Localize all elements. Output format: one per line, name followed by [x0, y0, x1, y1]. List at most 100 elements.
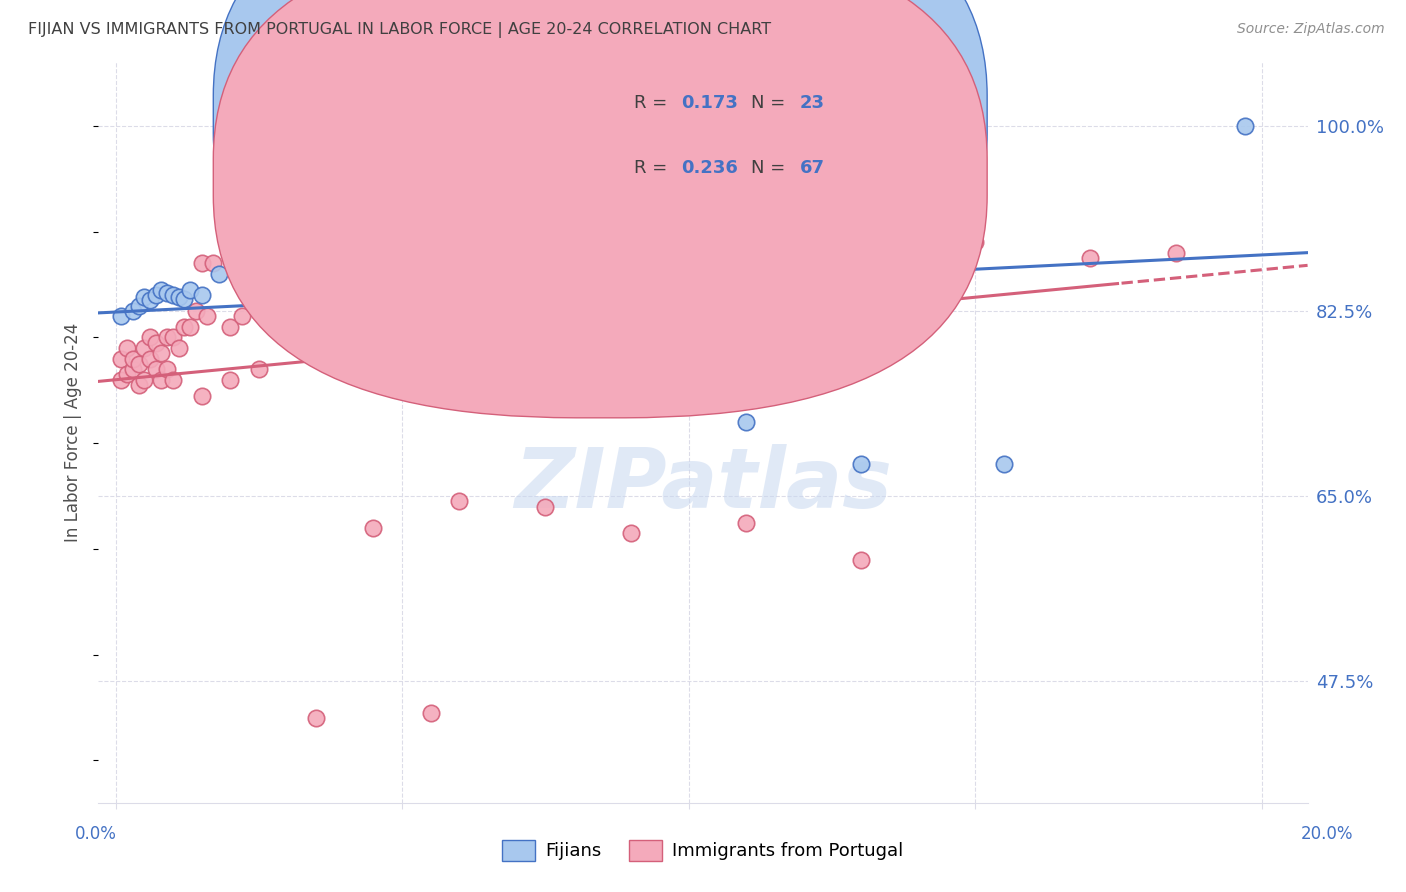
Point [145, 362, 167, 376]
Point [110, 351, 132, 366]
Point [190, 256, 212, 270]
Point [965, 235, 987, 250]
Point [242, 277, 264, 292]
Point [333, 319, 356, 334]
Point [145, 288, 167, 302]
Text: FIJIAN VS IMMIGRANTS FROM PORTUGAL IN LABOR FORCE | AGE 20-24 CORRELATION CHART: FIJIAN VS IMMIGRANTS FROM PORTUGAL IN LA… [28, 22, 772, 38]
Point [134, 290, 156, 304]
Point [208, 267, 231, 281]
Point [195, 310, 218, 324]
Text: R =: R = [634, 160, 673, 178]
Point [849, 458, 872, 472]
Point [792, 256, 814, 270]
Point [849, 552, 872, 566]
Point [264, 299, 287, 313]
Point [179, 283, 201, 297]
Text: ZIPatlas: ZIPatlas [515, 444, 891, 525]
Point [162, 373, 184, 387]
FancyBboxPatch shape [214, 0, 987, 417]
Point [735, 516, 758, 530]
Point [156, 330, 179, 344]
Point [620, 293, 643, 308]
Point [190, 389, 212, 403]
Point [150, 346, 173, 360]
Text: 0.0%: 0.0% [75, 825, 117, 843]
Point [562, 288, 585, 302]
Point [190, 288, 212, 302]
Text: R =: R = [634, 95, 673, 112]
Point [374, 310, 396, 324]
Point [247, 267, 270, 281]
Point [219, 319, 242, 334]
Point [110, 373, 132, 387]
Text: 20.0%: 20.0% [1301, 825, 1354, 843]
Point [592, 267, 614, 281]
Point [145, 335, 167, 350]
Point [139, 351, 162, 366]
Point [139, 330, 162, 344]
Point [128, 299, 150, 313]
Point [128, 378, 150, 392]
Point [1078, 251, 1101, 265]
Point [277, 293, 299, 308]
Point [322, 319, 344, 334]
Point [121, 362, 143, 376]
Point [449, 494, 471, 508]
Point [167, 290, 190, 304]
FancyBboxPatch shape [214, 0, 987, 355]
Point [156, 285, 179, 300]
Point [115, 368, 138, 382]
Point [305, 310, 328, 324]
Point [534, 500, 557, 514]
Point [534, 299, 557, 313]
Point [620, 526, 643, 541]
Point [162, 330, 184, 344]
Point [179, 319, 201, 334]
Point [1233, 119, 1256, 133]
Point [449, 310, 471, 324]
Point [173, 319, 195, 334]
Point [506, 293, 529, 308]
Point [219, 373, 242, 387]
Point [849, 245, 872, 260]
Point [121, 304, 143, 318]
Point [115, 341, 138, 355]
Text: 67: 67 [800, 160, 825, 178]
Text: 23: 23 [800, 95, 825, 112]
Point [907, 256, 929, 270]
Point [150, 283, 173, 297]
Point [391, 310, 413, 324]
Point [253, 310, 276, 324]
Point [821, 267, 844, 281]
Point [184, 304, 207, 318]
Point [305, 711, 328, 725]
Point [993, 458, 1015, 472]
Point [350, 299, 373, 313]
Point [648, 272, 671, 286]
Point [391, 319, 413, 334]
Point [162, 288, 184, 302]
Point [735, 251, 758, 265]
Point [134, 341, 156, 355]
Text: N =: N = [751, 95, 792, 112]
Text: Source: ZipAtlas.com: Source: ZipAtlas.com [1237, 22, 1385, 37]
Point [139, 293, 162, 308]
Point [134, 373, 156, 387]
FancyBboxPatch shape [551, 73, 915, 218]
Text: 0.236: 0.236 [682, 160, 738, 178]
Point [167, 341, 190, 355]
Point [735, 415, 758, 429]
Point [678, 277, 700, 292]
Point [110, 310, 132, 324]
Point [477, 293, 499, 308]
Point [202, 256, 225, 270]
Point [363, 521, 385, 535]
Text: N =: N = [751, 160, 792, 178]
Point [419, 310, 441, 324]
Legend: Fijians, Immigrants from Portugal: Fijians, Immigrants from Portugal [495, 832, 911, 868]
Point [231, 310, 253, 324]
Point [128, 357, 150, 371]
Y-axis label: In Labor Force | Age 20-24: In Labor Force | Age 20-24 [65, 323, 83, 542]
Point [648, 245, 671, 260]
Point [1164, 245, 1187, 260]
